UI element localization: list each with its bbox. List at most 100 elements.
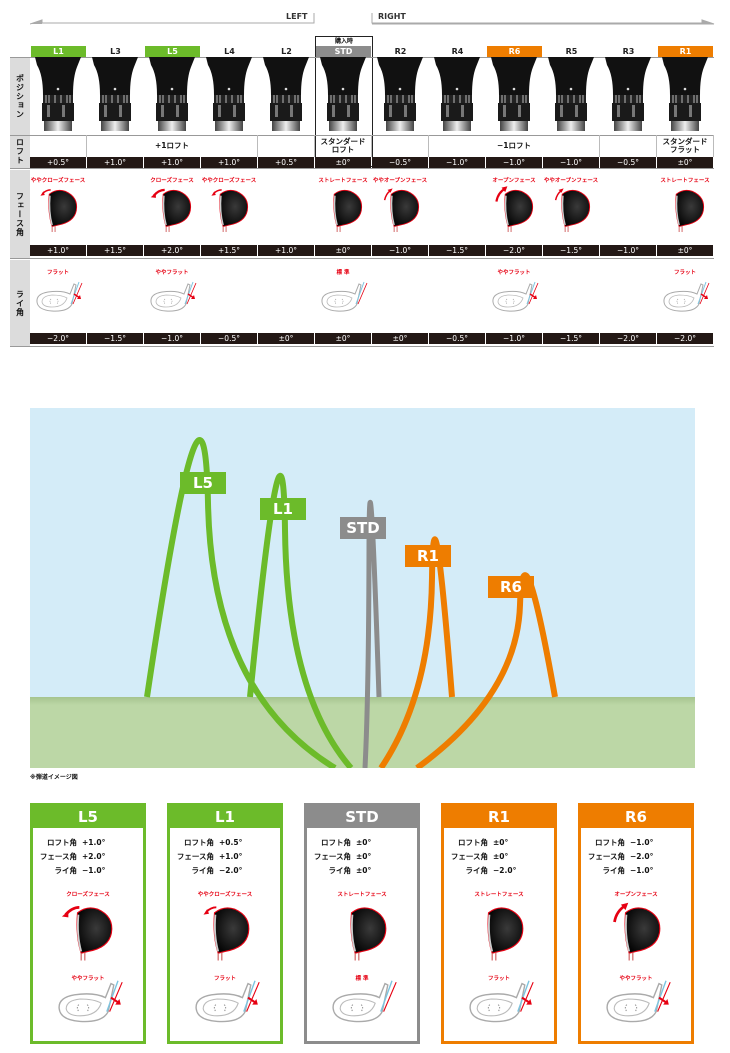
face-value-L4: +1.5° [201, 245, 257, 256]
spec-value: +1.0° [219, 852, 243, 861]
spec-value: ±0° [356, 852, 372, 861]
face-value-R2: −1.0° [372, 245, 428, 256]
spec-value: −1.0° [630, 838, 654, 847]
position-header-R6: R6 [487, 46, 542, 57]
lie-value-L3: −1.5° [87, 333, 143, 344]
loft-value-R6: −1.0° [486, 157, 542, 168]
spec-value: −2.0° [630, 852, 654, 861]
spec-name: ライ角 [191, 866, 215, 875]
position-header-L2: L2 [281, 47, 292, 56]
hosel-icon [489, 57, 539, 139]
lie-label-L1: フラット [46, 270, 69, 276]
trajectory-L5 [144, 437, 337, 768]
spec-row: フェース角 ±0° [444, 850, 554, 864]
spec-value: ±0° [356, 838, 372, 847]
spec-value: −1.0° [630, 866, 654, 875]
loft-value-R1: ±0° [657, 157, 713, 168]
club-face-icon [150, 184, 194, 236]
divider [10, 135, 714, 136]
spec-value: ±0° [356, 866, 372, 875]
loft-group-label [258, 135, 315, 157]
loft-value-L3: +1.0° [87, 157, 143, 168]
position-header-R3: R3 [622, 47, 635, 56]
spec-row: フェース角 −2.0° [581, 850, 691, 864]
loft-value-R4: −1.0° [429, 157, 485, 168]
card-R1: R1 ロフト角 ±0° フェース角 ±0° ライ角 −2.0° ストレートフェース フラッ… [441, 803, 557, 1044]
spec-row: ロフト角 ±0° [307, 836, 417, 850]
face-value-L5: +2.0° [144, 245, 200, 256]
face-value-L1: +1.0° [30, 245, 86, 256]
direction-arrows [30, 13, 715, 25]
hosel-icon [375, 57, 425, 139]
ground [30, 697, 695, 768]
spec-value: −2.0° [493, 866, 517, 875]
row-label-position: ポジション [10, 57, 30, 135]
row-label-lie: ライ角 [10, 260, 30, 346]
face-value-L2: +1.0° [258, 245, 314, 256]
spec-name: フェース角 [313, 852, 351, 861]
lie-label-L5: ややフラット [155, 270, 189, 276]
lie-angle-icon [490, 280, 540, 318]
hosel-icon [546, 57, 596, 139]
hosel-icon [432, 57, 482, 139]
loft-group-label: +1ロフト [87, 135, 258, 157]
card-R6: R6 ロフト角 −1.0° フェース角 −2.0° ライ角 −1.0° オープンフェース … [578, 803, 694, 1044]
position-header-R2: R2 [394, 47, 407, 56]
spec-value: −2.0° [219, 866, 243, 875]
club-face-icon [321, 184, 365, 236]
card-face-label: オープンフェース [614, 892, 658, 898]
row-label-face: フェース角 [10, 170, 30, 258]
row-label-loft: ロフト [10, 135, 30, 168]
card-lie-label: 標 準 [355, 976, 369, 982]
spec-name: フェース角 [176, 852, 214, 861]
loft-value-L5: +1.0° [144, 157, 200, 168]
loft-group-label: −1ロフト [429, 135, 600, 157]
card-face-label: ストレートフェース [337, 892, 387, 898]
lie-value-R3: −2.0° [600, 333, 656, 344]
position-header-STD: STD [316, 46, 371, 57]
card-title: L5 [33, 806, 143, 828]
card-face-label: ストレートフェース [474, 892, 524, 898]
spec-row: ロフト角 −1.0° [581, 836, 691, 850]
lie-angle-icon [466, 978, 536, 1031]
face-label-R2: ややオープンフェース [372, 178, 428, 184]
card-L1: L1 ロフト角 +0.5° フェース角 +1.0° ライ角 −2.0° ややクローズフェー… [167, 803, 283, 1044]
spec-row: ロフト角 +0.5° [170, 836, 280, 850]
face-label-L5: クローズフェース [150, 178, 194, 184]
spec-row: フェース角 +2.0° [33, 850, 143, 864]
position-header-L4: L4 [224, 47, 235, 56]
divider [10, 346, 714, 347]
hosel-icon [33, 57, 83, 139]
spec-row: ロフト角 ±0° [444, 836, 554, 850]
face-value-R6: −2.0° [486, 245, 542, 256]
trajectory-label-L5: L5 [180, 472, 226, 494]
card-title: L1 [170, 806, 280, 828]
spec-value: +1.0° [82, 838, 106, 847]
face-label-R5: ややオープンフェース [543, 178, 599, 184]
lie-value-R5: −1.5° [543, 333, 599, 344]
face-value-L3: +1.5° [87, 245, 143, 256]
left-direction-label: LEFT [286, 12, 308, 21]
spec-name: フェース角 [450, 852, 488, 861]
trajectory-R6 [415, 572, 558, 768]
face-value-R1: ±0° [657, 245, 713, 256]
spec-name: ライ角 [328, 866, 352, 875]
loft-group-label [600, 135, 657, 157]
spec-row: フェース角 +1.0° [170, 850, 280, 864]
face-label-R1: ストレートフェース [660, 178, 710, 184]
lie-angle-icon [329, 978, 399, 1031]
spec-name: フェース角 [587, 852, 625, 861]
hosel-icon [318, 57, 368, 139]
divider [10, 258, 714, 259]
face-value-R4: −1.5° [429, 245, 485, 256]
lie-angle-icon [192, 978, 262, 1031]
face-label-L1: ややクローズフェース [30, 178, 86, 184]
position-header-R4: R4 [451, 47, 464, 56]
trajectory-label-R6: R6 [488, 576, 534, 598]
sky [30, 408, 695, 697]
hosel-icon [90, 57, 140, 139]
club-face-icon [663, 184, 707, 236]
lie-angle-icon [661, 280, 711, 318]
loft-value-R2: −0.5° [372, 157, 428, 168]
lie-value-R2: ±0° [372, 333, 428, 344]
